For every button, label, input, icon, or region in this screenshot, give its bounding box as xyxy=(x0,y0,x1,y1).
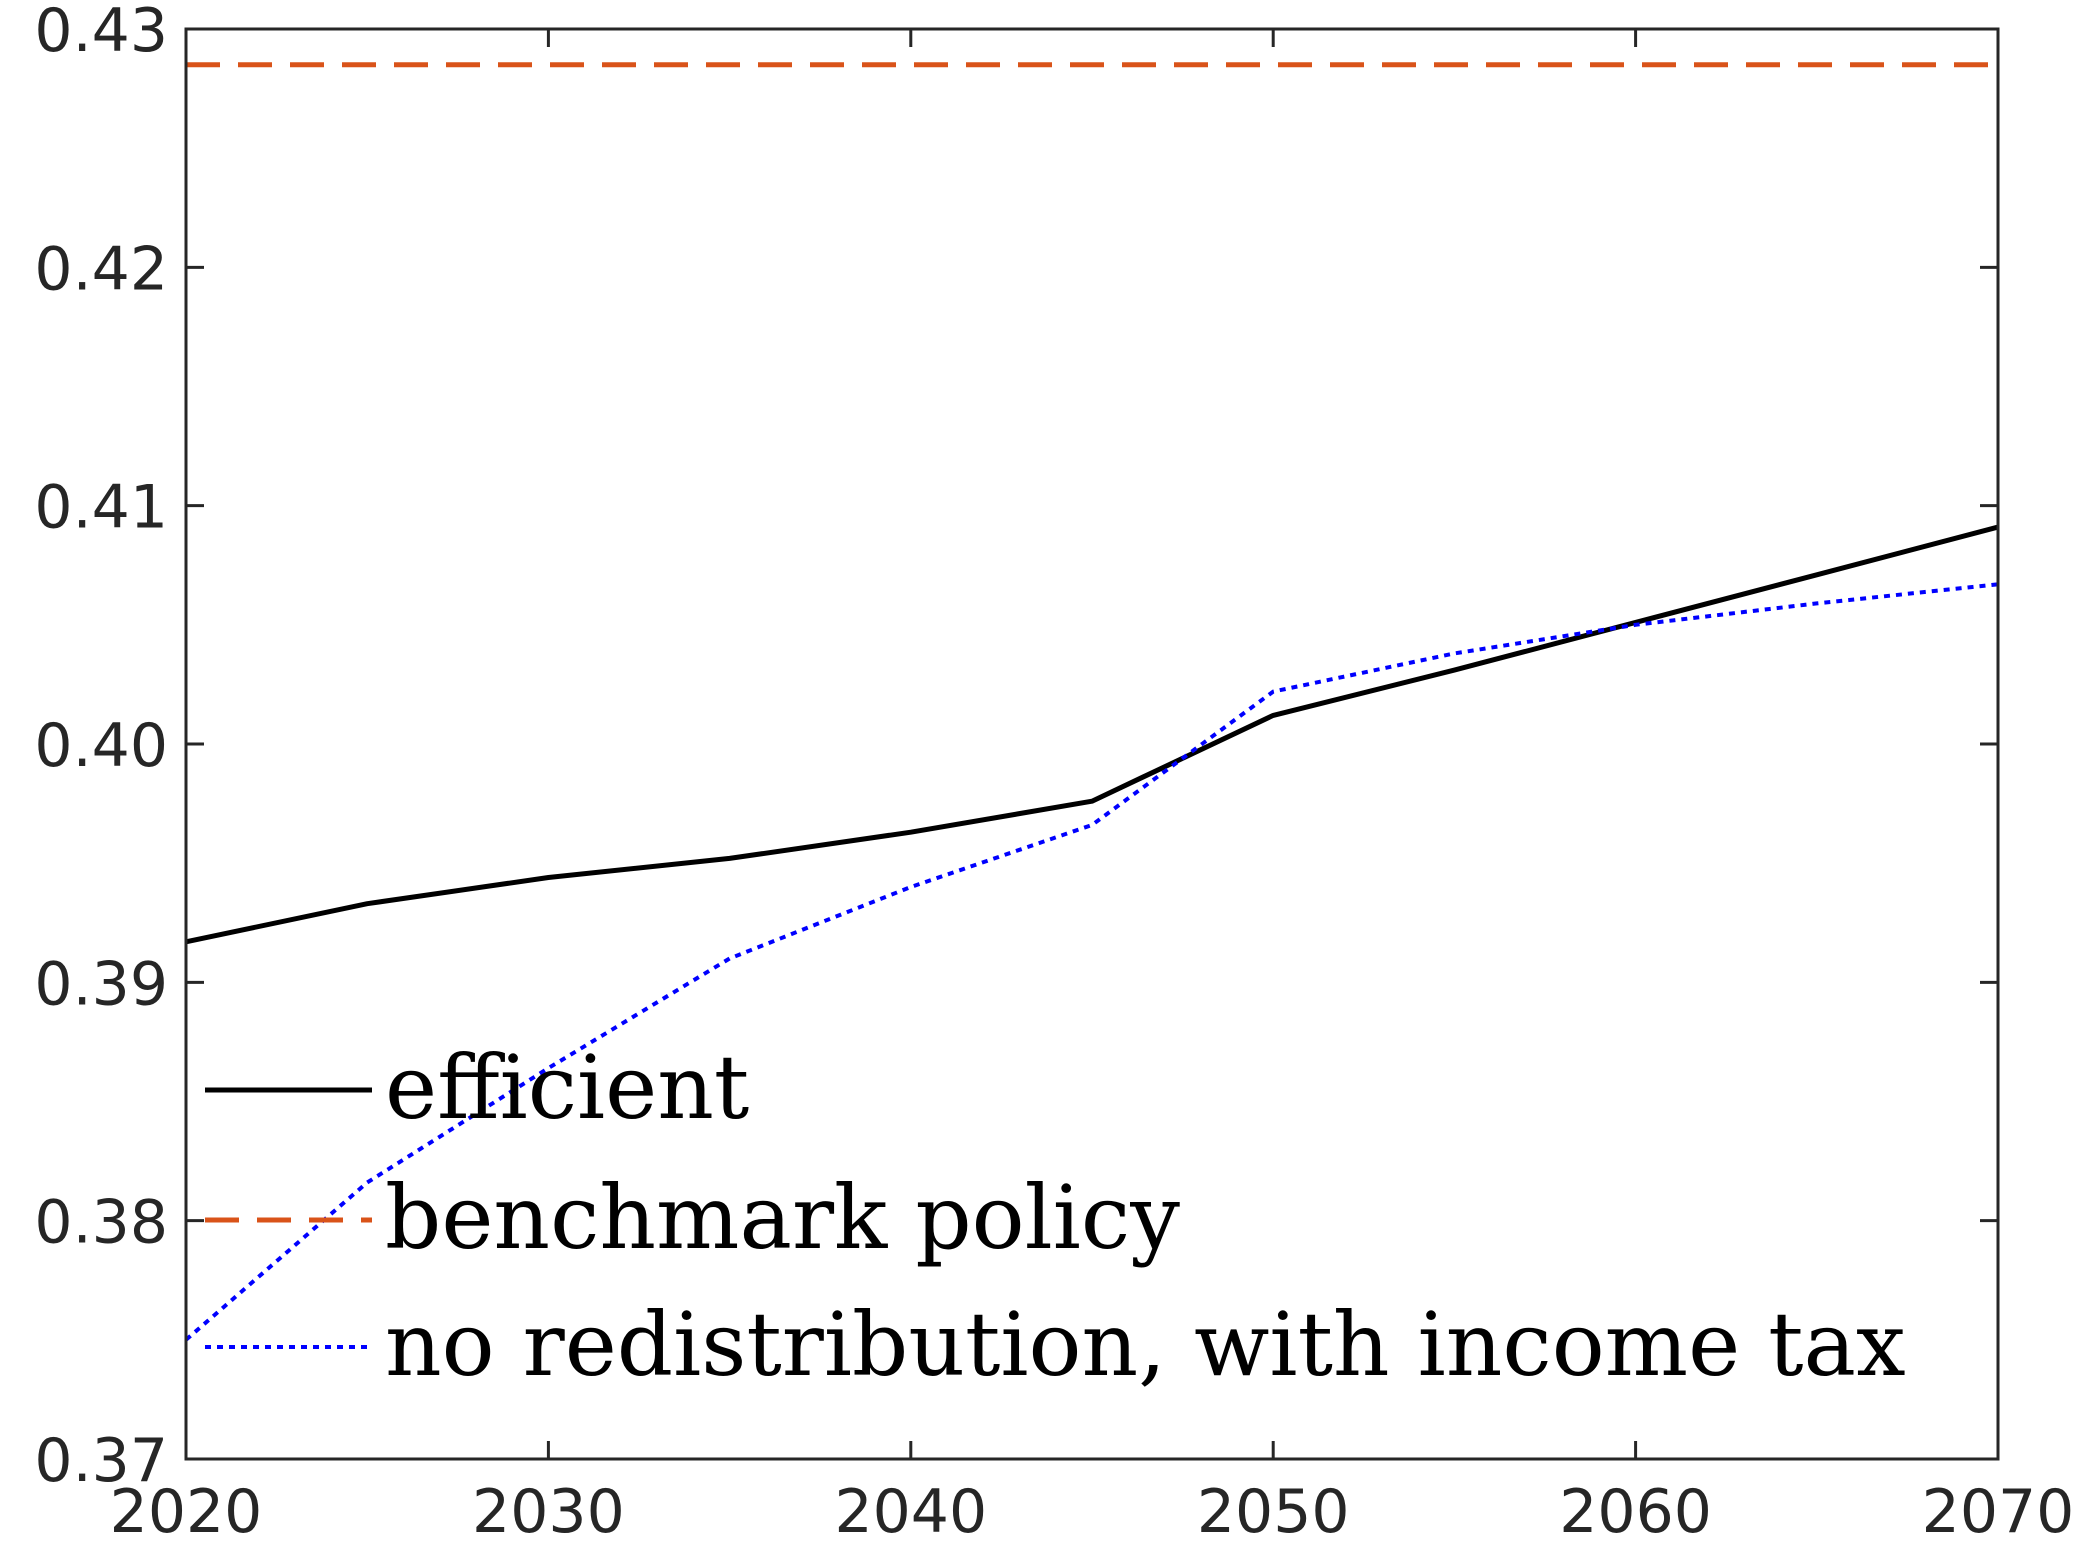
y-tick-label: 0.43 xyxy=(34,0,168,66)
x-tick-label: 2050 xyxy=(1197,1477,1350,1547)
x-tick-label: 2040 xyxy=(834,1477,987,1547)
y-tick-label: 0.39 xyxy=(34,949,168,1019)
legend: efficient benchmark policy no redistributi… xyxy=(205,1036,1906,1396)
y-axis-tick-labels: 0.37 0.38 0.39 0.40 0.41 0.42 0.43 xyxy=(34,0,168,1496)
x-tick-label: 2070 xyxy=(1922,1477,2075,1547)
plot-lines xyxy=(184,62,1999,1342)
axis-ticks xyxy=(184,27,2000,1461)
x-tick-label: 2020 xyxy=(110,1477,263,1547)
y-tick-label: 0.41 xyxy=(34,473,168,543)
legend-label-1: efficient xyxy=(385,1036,749,1139)
x-axis-tick-labels: 2020 2030 2040 2050 2060 2070 xyxy=(110,1477,2075,1547)
legend-label-2: benchmark policy xyxy=(385,1166,1180,1269)
series-line-3 xyxy=(184,582,1999,1342)
y-tick-label: 0.42 xyxy=(34,234,168,304)
y-tick-label: 0.40 xyxy=(34,711,168,781)
x-tick-label: 2030 xyxy=(472,1477,625,1547)
series-line-1 xyxy=(185,524,1999,945)
legend-label-3: no redistribution, with income tax xyxy=(385,1293,1906,1396)
y-tick-label: 0.38 xyxy=(34,1188,168,1258)
y-tick-label: 0.37 xyxy=(34,1426,168,1496)
x-tick-label: 2060 xyxy=(1559,1477,1712,1547)
